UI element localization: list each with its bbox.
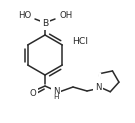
Text: N: N: [53, 87, 59, 97]
Text: N: N: [95, 84, 101, 92]
Text: H: H: [53, 94, 59, 100]
Text: OH: OH: [59, 10, 72, 20]
Text: HCl: HCl: [72, 37, 88, 46]
Text: B: B: [42, 20, 48, 29]
Text: O: O: [30, 89, 36, 98]
Text: HO: HO: [18, 10, 31, 20]
